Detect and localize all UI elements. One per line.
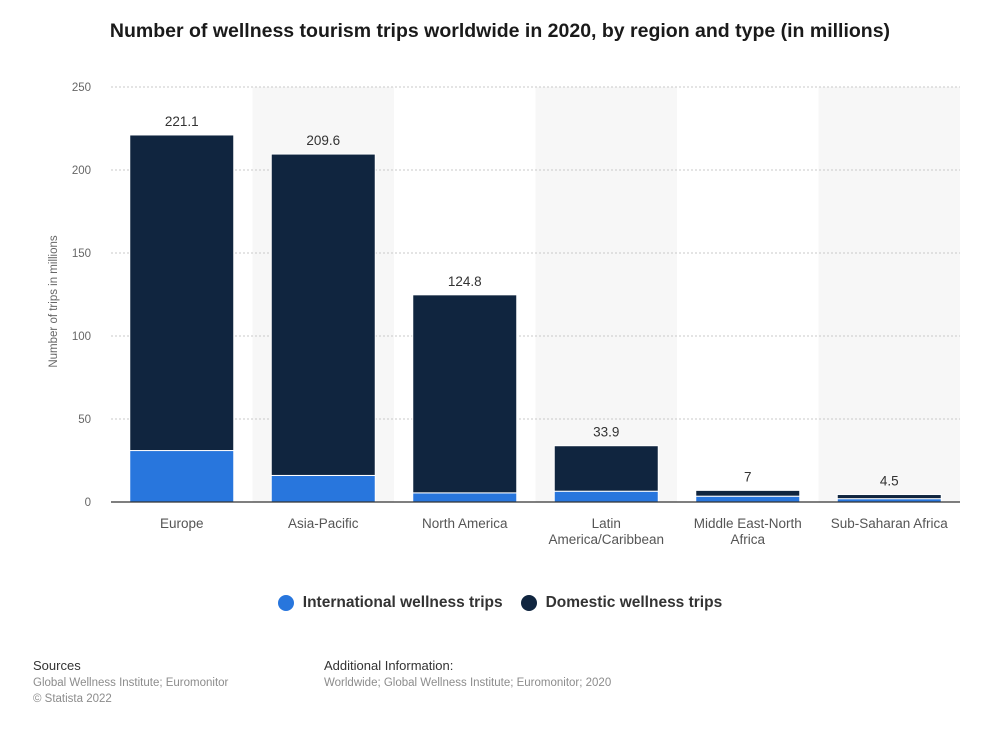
legend-item-international[interactable]: International wellness trips bbox=[277, 594, 503, 612]
legend-marker-domestic bbox=[520, 595, 537, 611]
sources-heading: Sources bbox=[33, 658, 81, 673]
x-tick-label: Sub-Saharan Africa bbox=[831, 516, 949, 531]
x-tick-label: Asia-Pacific bbox=[288, 516, 359, 531]
chart-title: Number of wellness tourism trips worldwi… bbox=[109, 20, 891, 42]
column-band bbox=[535, 87, 677, 502]
y-tick-label: 200 bbox=[72, 165, 91, 177]
x-tick-label: Middle East-North bbox=[694, 516, 802, 531]
y-tick-label: 50 bbox=[78, 414, 91, 426]
legend-item-domestic[interactable]: Domestic wellness trips bbox=[520, 594, 723, 612]
y-tick-label: 100 bbox=[72, 331, 91, 343]
bar-domestic bbox=[412, 294, 518, 494]
bar-international bbox=[129, 450, 235, 503]
column-band bbox=[818, 87, 960, 502]
x-tick-label: Europe bbox=[160, 516, 204, 531]
y-tick-label: 250 bbox=[72, 82, 91, 94]
additional-info-text: Worldwide; Global Wellness Institute; Eu… bbox=[324, 677, 612, 689]
legend-label-domestic: Domestic wellness trips bbox=[545, 594, 723, 611]
copyright-text[interactable]: © Statista 2022 bbox=[33, 692, 112, 705]
data-label: 221.1 bbox=[165, 114, 199, 129]
data-label: 7 bbox=[744, 469, 752, 484]
additional-info-heading: Additional Information: bbox=[324, 658, 454, 673]
bar-international bbox=[553, 490, 659, 503]
bar-international bbox=[412, 492, 518, 503]
x-tick-label: Africa bbox=[730, 532, 765, 547]
x-tick-label: America/Caribbean bbox=[548, 532, 664, 547]
sources-block: Sources Global Wellness Institute; Eurom… bbox=[33, 658, 228, 707]
data-label: 33.9 bbox=[593, 425, 619, 440]
legend-marker-international bbox=[277, 595, 294, 611]
data-label: 209.6 bbox=[306, 133, 340, 148]
x-tick-label: Latin bbox=[592, 516, 621, 531]
bar-domestic bbox=[129, 134, 235, 452]
bar-domestic bbox=[553, 445, 659, 492]
bar-international bbox=[270, 474, 376, 503]
x-tick-label: North America bbox=[422, 516, 508, 531]
sources-text[interactable]: Global Wellness Institute; Euromonitor bbox=[33, 677, 229, 689]
additional-info-block: Additional Information: Worldwide; Globa… bbox=[324, 658, 611, 692]
y-tick-label: 150 bbox=[72, 248, 91, 260]
legend-label-international: International wellness trips bbox=[302, 594, 503, 611]
data-label: 124.8 bbox=[448, 274, 482, 289]
bar-domestic bbox=[270, 153, 376, 476]
bar-domestic bbox=[695, 489, 801, 497]
chart-plot: 0 50 100 150 200 250 Number of trips in millio… bbox=[48, 82, 960, 547]
data-label: 4.5 bbox=[880, 474, 899, 489]
bar-international bbox=[695, 495, 801, 503]
y-tick-label: 0 bbox=[85, 497, 91, 509]
y-axis-label: Number of trips in millions bbox=[48, 235, 60, 368]
chart-legend: International wellness trips Domestic we… bbox=[0, 594, 1000, 612]
bar-domestic bbox=[836, 494, 942, 500]
